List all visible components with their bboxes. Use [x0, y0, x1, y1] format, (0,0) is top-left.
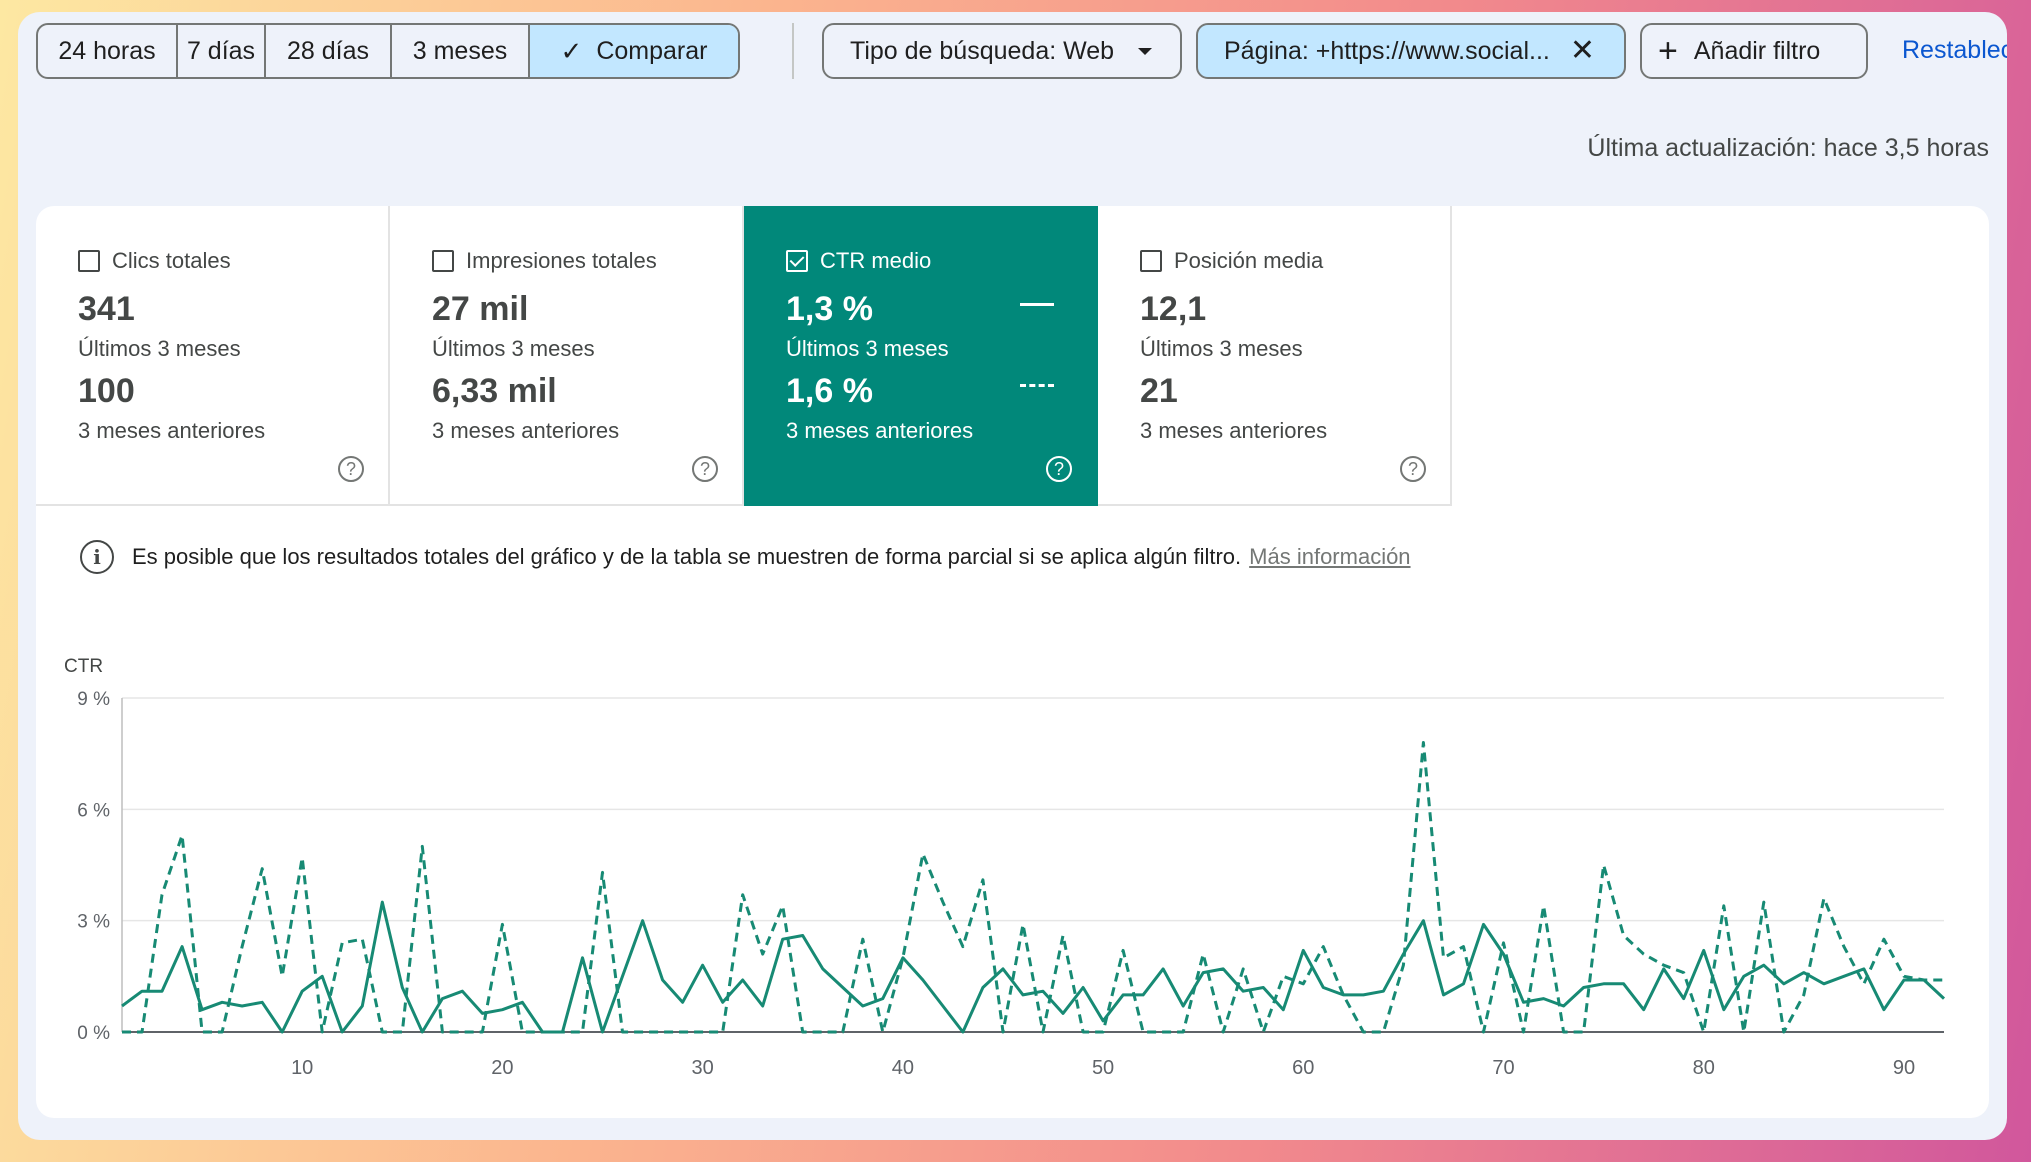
x-tick-label: 60	[1292, 1057, 1314, 1079]
metric-previous-value: 6,33 mil	[432, 372, 557, 410]
x-tick-label: 40	[892, 1057, 914, 1079]
metric-total-clicks[interactable]: Clics totales 341 Últimos 3 meses 100 3 …	[36, 206, 390, 506]
compare-label: Comparar	[596, 36, 708, 65]
metric-current-period: Últimos 3 meses	[78, 336, 241, 361]
metric-title: CTR medio	[820, 248, 932, 273]
y-axis-title: CTR	[64, 656, 103, 677]
metric-header: Clics totales	[78, 248, 231, 274]
performance-card: Clics totales 341 Últimos 3 meses 100 3 …	[36, 206, 1989, 1118]
metric-title: Clics totales	[112, 248, 231, 273]
metric-previous-period: 3 meses anteriores	[78, 418, 266, 443]
y-tick-label: 3 %	[77, 912, 110, 933]
help-icon[interactable]: ?	[338, 456, 364, 482]
reset-link[interactable]: Restablec	[1902, 36, 2007, 64]
check-icon: ✓	[560, 35, 583, 66]
date-range-selector: 24 horas 7 días 28 días 3 meses ✓ Compar…	[36, 23, 740, 79]
toolbar: 24 horas 7 días 28 días 3 meses ✓ Compar…	[18, 12, 2007, 112]
caret-down-icon	[1138, 47, 1153, 55]
metric-current-value: 341	[78, 290, 135, 328]
previous-period-series-line	[122, 741, 1944, 1034]
compare-button[interactable]: ✓ Comparar	[530, 25, 738, 77]
plus-icon: +	[1658, 32, 1678, 70]
more-info-link[interactable]: Más información	[1249, 544, 1411, 569]
x-tick-label: 70	[1492, 1057, 1514, 1079]
metric-previous-period: 3 meses anteriores	[786, 418, 974, 443]
x-tick-label: 20	[491, 1057, 513, 1079]
page-filter-chip[interactable]: Página: +https://www.social... ✕	[1196, 23, 1626, 79]
help-icon[interactable]: ?	[1400, 456, 1426, 482]
checkbox-checked-icon[interactable]	[786, 250, 808, 272]
dashed-line-legend-icon	[1020, 384, 1054, 387]
x-tick-label: 80	[1693, 1057, 1715, 1079]
range-7-days-button[interactable]: 7 días	[178, 25, 266, 77]
checkbox-icon[interactable]	[1140, 250, 1162, 272]
search-type-dropdown[interactable]: Tipo de búsqueda: Web	[822, 23, 1182, 79]
metric-title: Impresiones totales	[466, 248, 657, 273]
range-3-months-button[interactable]: 3 meses	[392, 25, 530, 77]
x-tick-label: 10	[291, 1057, 313, 1079]
metric-header: Impresiones totales	[432, 248, 657, 274]
metric-title: Posición media	[1174, 248, 1324, 273]
metric-average-position[interactable]: Posición media 12,1 Últimos 3 meses 21 3…	[1098, 206, 1452, 506]
y-tick-label: 0 %	[77, 1023, 110, 1044]
page-filter-label: Página: +https://www.social...	[1224, 36, 1550, 65]
last-update-text: Última actualización: hace 3,5 horas	[1587, 134, 1989, 162]
x-tick-label: 50	[1092, 1057, 1114, 1079]
partial-results-notice: i Es posible que los resultados totales …	[80, 540, 1411, 574]
notice-text: Es posible que los resultados totales de…	[132, 544, 1242, 569]
x-tick-label: 30	[692, 1057, 714, 1079]
metric-current-period: Últimos 3 meses	[786, 336, 949, 361]
search-type-label: Tipo de búsqueda: Web	[850, 36, 1115, 65]
close-icon[interactable]: ✕	[1569, 34, 1595, 67]
y-tick-label: 9 %	[77, 689, 110, 710]
metric-average-ctr[interactable]: CTR medio 1,3 % Últimos 3 meses 1,6 % 3 …	[744, 206, 1098, 506]
solid-line-legend-icon	[1020, 303, 1054, 306]
help-icon[interactable]: ?	[692, 456, 718, 482]
metric-previous-value: 100	[78, 372, 135, 410]
help-icon[interactable]: ?	[1046, 456, 1072, 482]
x-tick-label: 90	[1893, 1057, 1915, 1079]
metric-current-period: Últimos 3 meses	[1140, 336, 1303, 361]
search-console-window: 24 horas 7 días 28 días 3 meses ✓ Compar…	[18, 12, 2007, 1140]
checkbox-icon[interactable]	[78, 250, 100, 272]
add-filter-button[interactable]: + Añadir filtro	[1640, 23, 1868, 79]
metric-total-impressions[interactable]: Impresiones totales 27 mil Últimos 3 mes…	[390, 206, 744, 506]
metric-previous-period: 3 meses anteriores	[432, 418, 620, 443]
info-icon: i	[80, 540, 114, 574]
metric-current-value: 1,3 %	[786, 290, 873, 328]
metric-current-period: Últimos 3 meses	[432, 336, 595, 361]
current-period-series-line	[121, 900, 1946, 1034]
metric-current-value: 12,1	[1140, 290, 1207, 328]
metric-previous-value: 21	[1140, 372, 1178, 410]
range-28-days-button[interactable]: 28 días	[266, 25, 392, 77]
metric-current-value: 27 mil	[432, 290, 529, 328]
metric-header: Posición media	[1140, 248, 1323, 274]
metric-previous-period: 3 meses anteriores	[1140, 418, 1328, 443]
range-24-hours-button[interactable]: 24 horas	[38, 25, 178, 77]
toolbar-divider	[792, 23, 794, 79]
ctr-line-chart: 0 % 3 % 6 % 9 % CTR 10 20 30 40 50 60 70 80 90	[64, 656, 1946, 1079]
y-tick-label: 6 %	[77, 800, 110, 821]
metric-previous-value: 1,6 %	[786, 372, 873, 410]
metric-header: CTR medio	[786, 248, 931, 274]
checkbox-icon[interactable]	[432, 250, 454, 272]
add-filter-label: Añadir filtro	[1693, 36, 1821, 65]
